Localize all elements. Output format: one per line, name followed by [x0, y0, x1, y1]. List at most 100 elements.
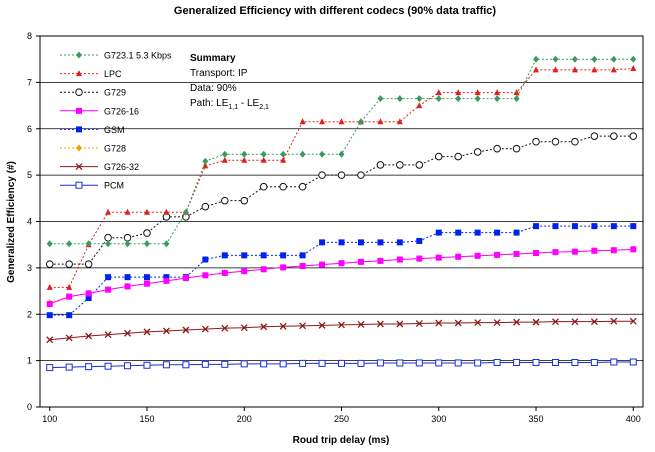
legend-label: GSM — [104, 125, 125, 135]
legend-entry: G726-16 — [60, 106, 139, 116]
data-point — [454, 319, 462, 327]
series-g726-16 — [46, 246, 637, 308]
data-point — [85, 363, 93, 371]
data-point — [396, 239, 403, 246]
data-point — [260, 266, 267, 273]
data-point — [85, 240, 92, 248]
legend-label: G723.1 5.3 Kbps — [104, 51, 172, 61]
data-point — [357, 118, 364, 126]
series-g723-1-5-3-kbps — [46, 55, 637, 248]
data-point — [610, 132, 618, 140]
data-point — [454, 152, 463, 161]
y-tick-label: 3 — [27, 263, 32, 273]
data-point — [435, 89, 442, 96]
data-point — [337, 171, 346, 179]
data-point — [221, 150, 228, 158]
data-point — [571, 248, 578, 255]
data-point — [571, 137, 579, 146]
data-point — [66, 240, 73, 248]
summary-path-sub1: 1,1 — [228, 104, 238, 111]
data-point — [338, 239, 345, 246]
data-point — [416, 237, 423, 244]
data-point — [552, 55, 559, 63]
series-pcm — [46, 358, 637, 372]
data-point — [455, 95, 462, 103]
data-point — [85, 295, 92, 302]
data-point — [299, 252, 306, 259]
data-point — [201, 325, 209, 333]
data-point — [143, 328, 151, 336]
data-point — [299, 263, 306, 270]
legend-entry: PCM — [60, 181, 124, 191]
data-point — [571, 318, 579, 326]
x-tick-label: 250 — [334, 414, 349, 424]
data-point — [376, 320, 384, 328]
data-point — [357, 258, 364, 265]
data-point — [474, 252, 481, 259]
data-point — [551, 358, 559, 366]
series-g726-32 — [46, 317, 637, 344]
y-axis-label: Generalized Efficiency (#) — [6, 161, 17, 283]
y-tick-label: 1 — [27, 356, 32, 366]
data-point — [552, 66, 559, 73]
data-point — [85, 290, 92, 297]
data-point — [532, 358, 540, 366]
data-point — [377, 239, 384, 246]
legend-entry: GSM — [60, 125, 125, 135]
data-point — [202, 162, 209, 169]
data-point — [45, 260, 54, 268]
x-tick-label: 200 — [237, 414, 252, 424]
data-point — [260, 150, 267, 158]
legend-marker — [76, 70, 82, 77]
data-point — [259, 182, 268, 191]
data-point — [377, 257, 384, 264]
data-point — [474, 95, 481, 103]
data-point — [182, 361, 190, 369]
data-point — [357, 171, 365, 179]
data-point — [571, 55, 578, 63]
data-point — [610, 55, 617, 63]
data-point — [104, 233, 112, 242]
data-point — [338, 260, 345, 267]
data-point — [240, 360, 248, 368]
data-point — [552, 249, 559, 256]
data-point — [454, 359, 462, 367]
data-point — [552, 318, 559, 326]
legend-label: G726-16 — [104, 106, 139, 116]
data-point — [163, 208, 170, 215]
data-point — [260, 323, 268, 331]
data-point — [590, 132, 599, 140]
chart-title: Generalized Efficiency with different co… — [174, 5, 496, 17]
legend-entry: LPC — [60, 69, 122, 79]
data-point — [299, 118, 306, 125]
data-point — [455, 253, 462, 260]
data-point — [532, 318, 540, 326]
data-point — [533, 223, 540, 230]
data-point — [280, 252, 287, 259]
legend-label: PCM — [104, 181, 124, 191]
data-point — [435, 254, 442, 261]
data-point — [299, 322, 307, 330]
data-point — [202, 272, 209, 279]
legend-marker — [75, 181, 83, 189]
y-tick-label: 0 — [27, 402, 32, 412]
data-point — [591, 55, 598, 63]
data-point — [474, 89, 481, 96]
data-point — [143, 240, 150, 248]
data-point — [221, 252, 228, 259]
data-point — [46, 336, 54, 344]
data-point — [46, 301, 53, 308]
data-point — [319, 150, 326, 158]
data-point — [84, 260, 93, 268]
data-point — [46, 240, 53, 248]
y-axis-ticks: 0 1 2 3 4 5 6 7 8 — [27, 31, 40, 412]
data-point — [182, 326, 190, 334]
data-point — [124, 240, 131, 248]
legend-label: G726-32 — [104, 162, 139, 172]
data-point — [473, 148, 482, 156]
data-point — [46, 312, 53, 319]
data-point — [551, 137, 560, 146]
data-point — [396, 118, 403, 125]
data-point — [630, 223, 637, 230]
